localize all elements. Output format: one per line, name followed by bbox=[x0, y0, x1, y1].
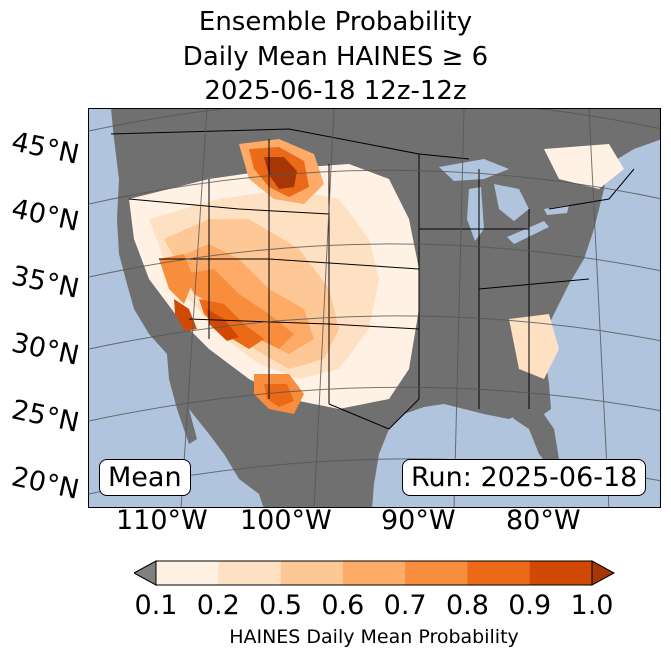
colorbar bbox=[134, 560, 616, 586]
borders bbox=[110, 128, 635, 430]
lon-label-100w: 100°W bbox=[240, 505, 332, 536]
title-line-1: Ensemble Probability bbox=[198, 7, 473, 37]
lat-label-45: 45°N bbox=[8, 126, 82, 171]
colorbar-segments bbox=[156, 561, 593, 585]
map-frame: Mean Run: 2025-06-18 bbox=[88, 108, 661, 508]
lon-label-90w: 90°W bbox=[381, 505, 456, 536]
lat-label-25: 25°N bbox=[8, 394, 82, 439]
lat-label-20: 20°N bbox=[8, 461, 82, 506]
colorbar-segment bbox=[280, 561, 344, 585]
graticule bbox=[89, 109, 660, 507]
lat-label-30: 30°N bbox=[8, 327, 82, 372]
colorbar-segment bbox=[405, 561, 468, 585]
colorbar-tick-label: 0.7 bbox=[383, 590, 427, 621]
colorbar-tick-label: 0.9 bbox=[508, 590, 552, 621]
lon-label-80w: 80°W bbox=[506, 505, 581, 536]
lat-label-40: 40°N bbox=[8, 193, 82, 238]
colorbar-tick-label: 0.1 bbox=[134, 590, 178, 621]
colorbar-segment bbox=[218, 561, 282, 585]
colorbar-segment bbox=[342, 561, 406, 585]
colorbar-under-arrow bbox=[134, 560, 157, 586]
lake-ontario bbox=[544, 205, 569, 215]
colorbar-tick-label: 0.6 bbox=[321, 590, 365, 621]
colorbar-over-arrow bbox=[591, 560, 616, 586]
mean-label-box: Mean bbox=[99, 459, 191, 496]
baja bbox=[167, 354, 197, 444]
lat-label-35: 35°N bbox=[8, 260, 82, 305]
title-line-2: Daily Mean HAINES ≥ 6 bbox=[182, 42, 489, 72]
colorbar-tick-label: 1.0 bbox=[570, 590, 614, 621]
lake-superior bbox=[439, 159, 509, 181]
florida bbox=[509, 407, 559, 469]
run-date-box: Run: 2025-06-18 bbox=[402, 459, 647, 496]
colorbar-segment bbox=[467, 561, 531, 585]
colorbar-segment bbox=[156, 561, 219, 585]
title-line-3: 2025-06-18 12z-12z bbox=[204, 76, 467, 106]
lon-label-110w: 110°W bbox=[116, 505, 208, 536]
colorbar-segment bbox=[529, 561, 593, 585]
lake-erie bbox=[507, 221, 549, 244]
colorbar-tick-label: 0.8 bbox=[445, 590, 489, 621]
colorbar-label: HAINES Daily Mean Probability bbox=[229, 626, 519, 648]
colorbar-tick-label: 0.5 bbox=[259, 590, 303, 621]
map-canvas bbox=[89, 109, 660, 507]
colorbar-tick-label: 0.2 bbox=[196, 590, 240, 621]
lake-michigan bbox=[467, 187, 484, 241]
lake-huron bbox=[494, 184, 529, 221]
